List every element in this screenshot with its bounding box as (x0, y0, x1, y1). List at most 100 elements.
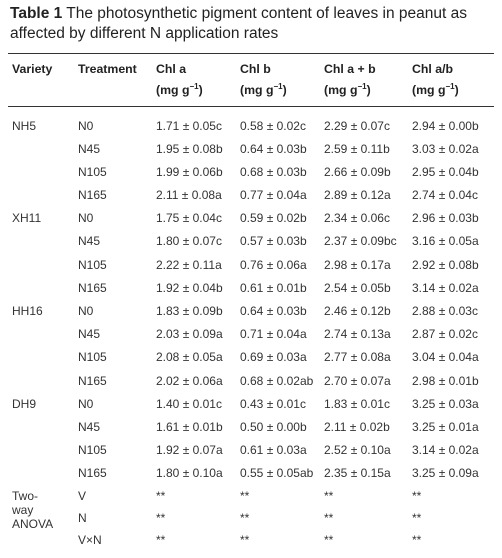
cell-ratio: 2.74 ± 0.04c (412, 188, 478, 203)
cell-treatment: N105 (78, 164, 107, 179)
cell-ratio: 3.14 ± 0.02a (412, 443, 479, 458)
anova-cell-chlb: ** (240, 510, 250, 525)
cell-chlb: 0.61 ± 0.01b (240, 280, 307, 295)
cell-chla: 1.75 ± 0.04c (156, 211, 222, 226)
cell-chlab: 2.66 ± 0.09b (324, 164, 391, 179)
cell-variety (8, 183, 74, 206)
table-row: N45 2.03 ± 0.09a 0.71 ± 0.04a 2.74 ± 0.13a 2… (8, 323, 494, 346)
cell-chla: 1.92 ± 0.04b (156, 280, 223, 295)
cell-treatment: N0 (78, 118, 94, 133)
cell-chlab: 2.37 ± 0.09bc (324, 234, 397, 249)
cell-treatment: N0 (78, 304, 94, 318)
cell-ratio: 2.87 ± 0.02c (412, 327, 478, 342)
header-chlb-label: Chl b (240, 62, 271, 76)
table-row: HH16 N0 1.83 ± 0.09b 0.64 ± 0.03b 2.46 ± 0.1… (8, 299, 494, 322)
table-row: N45 1.61 ± 0.01b 0.50 ± 0.00b 2.11 ± 0.02b 3… (8, 415, 494, 438)
table-row: N45 1.80 ± 0.07c 0.57 ± 0.03b 2.37 ± 0.09bc… (8, 230, 494, 253)
anova-cell-ratio: ** (412, 510, 422, 525)
anova-row: V×N ** ** ** ** (8, 529, 494, 551)
cell-chlb: 0.57 ± 0.03b (240, 234, 307, 249)
cell-variety (8, 415, 74, 438)
anova-label-line: Two- (12, 488, 39, 503)
cell-treatment: N0 (78, 396, 94, 411)
header-chla: Chl a (mg g−1) (152, 54, 236, 107)
cell-chla: 2.11 ± 0.08a (156, 188, 222, 203)
anova-body: Two-way ANOVA V ** ** ** ** N ** ** ** ** V×N ** ** ** *… (8, 485, 494, 551)
cell-treatment: N165 (78, 466, 107, 481)
cell-ratio: 2.94 ± 0.00b (412, 118, 479, 133)
header-variety: Variety (12, 62, 53, 76)
table-row: N165 1.92 ± 0.04b 0.61 ± 0.01b 2.54 ± 0.05b… (8, 276, 494, 299)
cell-variety (8, 253, 74, 276)
cell-chlb: 0.58 ± 0.02c (240, 118, 306, 133)
cell-treatment: N0 (78, 211, 94, 226)
cell-chla: 2.02 ± 0.06a (156, 373, 223, 388)
anova-cell-chlab: ** (324, 532, 334, 547)
cell-treatment: N45 (78, 419, 101, 434)
cell-treatment: N165 (78, 188, 107, 203)
cell-chla: 1.83 ± 0.09b (156, 304, 223, 318)
table-caption: Table 1 The photosynthetic pigment conte… (10, 4, 494, 44)
cell-chlb: 0.55 ± 0.05ab (240, 466, 314, 481)
header-chlb-unit: (mg g−1) (240, 82, 287, 98)
table-row: XH11 N0 1.75 ± 0.04c 0.59 ± 0.02b 2.34 ± 0.0… (8, 207, 494, 230)
table-row: N165 2.02 ± 0.06a 0.68 ± 0.02ab 2.70 ± 0.07… (8, 369, 494, 392)
table-row: N105 1.99 ± 0.06b 0.68 ± 0.03b 2.66 ± 0.09b… (8, 160, 494, 183)
header-treatment: Treatment (78, 62, 137, 76)
anova-cell-chlab: ** (324, 510, 334, 525)
cell-ratio: 3.25 ± 0.01a (412, 419, 479, 434)
anova-cell-treatment: N (78, 510, 87, 525)
cell-ratio: 2.98 ± 0.01b (412, 373, 479, 388)
header-chlab-unit: (mg g−1) (324, 82, 371, 98)
cell-chla: 1.99 ± 0.06b (156, 164, 223, 179)
anova-cell-chlab: ** (324, 488, 334, 503)
anova-label: Two-way ANOVA (8, 485, 74, 551)
cell-ratio: 3.04 ± 0.04a (412, 350, 479, 365)
cell-chla: 1.61 ± 0.01b (156, 419, 223, 434)
cell-chla: 2.22 ± 0.11a (156, 257, 222, 272)
cell-ratio: 2.95 ± 0.04b (412, 164, 479, 179)
cell-treatment: N165 (78, 373, 107, 388)
header-chlab: Chl a + b (mg g−1) (320, 54, 408, 107)
header-ratio: Chl a/b (mg g−1) (408, 54, 494, 107)
table-row: NH5 N0 1.71 ± 0.05c 0.58 ± 0.02c 2.29 ± 0.07… (8, 107, 494, 138)
cell-variety (8, 160, 74, 183)
cell-chlb: 0.43 ± 0.01c (240, 396, 306, 411)
header-ratio-label: Chl a/b (412, 62, 453, 76)
cell-chlb: 0.77 ± 0.04a (240, 188, 307, 203)
cell-variety (8, 346, 74, 369)
cell-variety: DH9 (12, 396, 37, 411)
cell-chlb: 0.69 ± 0.03a (240, 350, 307, 365)
cell-chla: 1.71 ± 0.05c (156, 118, 222, 133)
table-row: N165 2.11 ± 0.08a 0.77 ± 0.04a 2.89 ± 0.12a… (8, 183, 494, 206)
cell-variety: NH5 (12, 118, 37, 133)
cell-variety (8, 439, 74, 462)
pigment-table: Variety Treatment Chl a (mg g−1) Chl b (… (8, 53, 494, 551)
header-ratio-unit: (mg g−1) (412, 82, 459, 98)
cell-chla: 2.08 ± 0.05a (156, 350, 223, 365)
cell-treatment: N105 (78, 350, 107, 365)
cell-ratio: 3.16 ± 0.05a (412, 234, 479, 249)
anova-row: Two-way ANOVA V ** ** ** ** (8, 485, 494, 531)
cell-ratio: 3.14 ± 0.02a (412, 280, 479, 295)
cell-chlab: 2.29 ± 0.07c (324, 118, 390, 133)
cell-chlab: 2.70 ± 0.07a (324, 373, 391, 388)
anova-cell-treatment: V (78, 488, 87, 503)
cell-chlab: 2.11 ± 0.02b (324, 419, 390, 434)
anova-cell-chla: ** (156, 488, 166, 503)
header-chla-unit: (mg g−1) (156, 82, 203, 98)
header-row: Variety Treatment Chl a (mg g−1) Chl b (… (8, 53, 494, 107)
cell-chlab: 2.98 ± 0.17a (324, 257, 391, 272)
cell-variety (8, 462, 74, 485)
table-row: N45 1.95 ± 0.08b 0.64 ± 0.03b 2.59 ± 0.11b 3… (8, 137, 494, 160)
cell-treatment: N105 (78, 443, 107, 458)
table-row: N105 2.08 ± 0.05a 0.69 ± 0.03a 2.77 ± 0.08a… (8, 346, 494, 369)
anova-cell-chlb: ** (240, 488, 250, 503)
header-chlab-label: Chl a + b (324, 62, 376, 76)
anova-cell-chla: ** (156, 510, 166, 525)
cell-variety (8, 369, 74, 392)
anova-cell-chla: ** (156, 532, 166, 547)
anova-cell-ratio: ** (412, 532, 422, 547)
cell-treatment: N45 (78, 141, 101, 156)
anova-label-line: ANOVA (12, 516, 54, 531)
